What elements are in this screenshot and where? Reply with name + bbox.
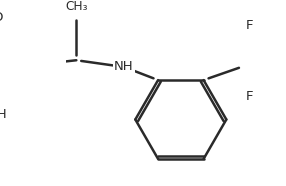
Text: CH₃: CH₃ bbox=[65, 0, 88, 13]
Text: NH: NH bbox=[0, 108, 8, 121]
Text: O: O bbox=[0, 11, 3, 24]
Text: NH: NH bbox=[114, 60, 134, 73]
Text: F: F bbox=[245, 19, 253, 32]
Text: F: F bbox=[245, 90, 253, 103]
